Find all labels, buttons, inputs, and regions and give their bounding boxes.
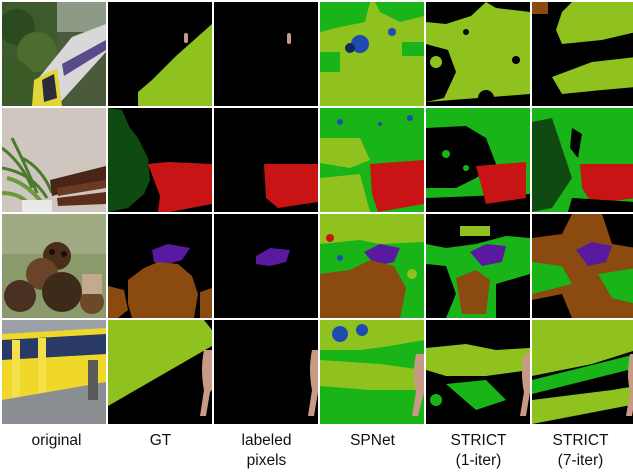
row1-spnet-mask <box>320 2 424 106</box>
row1-gt-mask <box>108 2 212 106</box>
row4-strict7-mask <box>532 320 633 424</box>
column-label-original: original <box>31 432 82 449</box>
column-label-strict-1iter: STRICT (1-iter) <box>450 432 507 469</box>
row2-spnet-mask <box>320 108 424 212</box>
row4-gt-mask <box>108 320 212 424</box>
row4-original-photo <box>2 320 106 424</box>
row4-spnet-mask <box>320 320 424 424</box>
row3-strict7-mask <box>532 214 633 318</box>
row3-gt-mask <box>108 214 212 318</box>
row4-labeled-mask <box>214 320 318 424</box>
column-label-gt: GT <box>149 432 172 449</box>
row3-original-photo <box>2 214 106 318</box>
row1-labeled-mask <box>214 2 318 106</box>
row2-strict1-mask <box>426 108 530 212</box>
row2-original-photo <box>2 108 106 212</box>
row3-labeled-mask <box>214 214 318 318</box>
row2-gt-mask <box>108 108 212 212</box>
row1-strict7-mask <box>532 2 633 106</box>
row3-strict1-mask <box>426 214 530 318</box>
column-label-labeled-pixels: labeled pixels <box>241 432 292 469</box>
row3-spnet-mask <box>320 214 424 318</box>
row2-strict7-mask <box>532 108 633 212</box>
row4-strict1-mask <box>426 320 530 424</box>
row2-labeled-mask <box>214 108 318 212</box>
column-label-strict-7iter: STRICT (7-iter) <box>552 432 609 469</box>
column-label-spnet: SPNet <box>350 432 395 449</box>
row1-original-photo <box>2 2 106 106</box>
row1-strict1-mask <box>426 2 530 106</box>
comparison-figure-grid <box>2 2 633 424</box>
